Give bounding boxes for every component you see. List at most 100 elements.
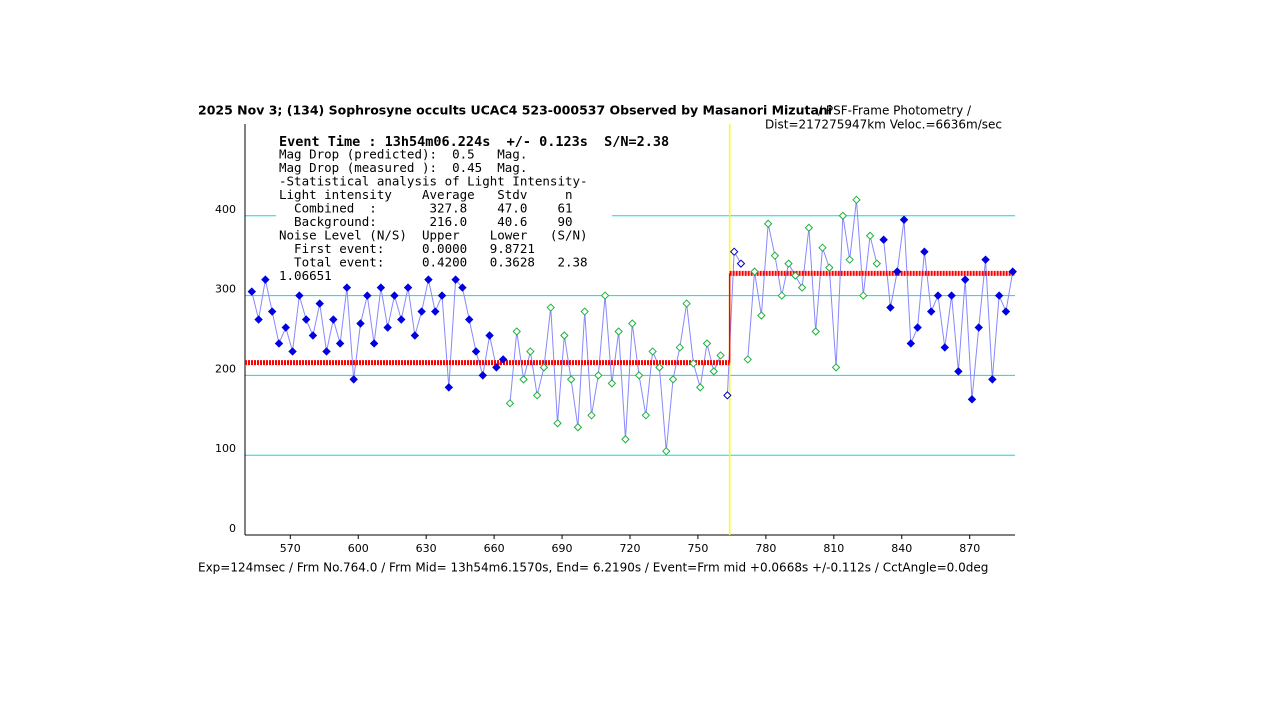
stats-line: Mag Drop (measured ): 0.45 Mag. bbox=[279, 160, 527, 175]
data-point bbox=[431, 307, 440, 316]
data-point bbox=[437, 291, 447, 300]
data-point bbox=[668, 375, 678, 384]
data-point bbox=[750, 267, 759, 276]
data-point bbox=[247, 287, 257, 296]
data-point bbox=[492, 363, 501, 372]
data-point bbox=[532, 391, 542, 400]
data-point bbox=[519, 375, 528, 384]
data-point bbox=[410, 331, 420, 340]
data-point bbox=[505, 399, 515, 408]
data-point bbox=[403, 283, 413, 292]
data-point bbox=[763, 219, 773, 228]
data-point bbox=[729, 247, 739, 256]
data-point bbox=[994, 291, 1004, 300]
data-point bbox=[376, 283, 386, 292]
data-point bbox=[777, 291, 786, 300]
data-point bbox=[886, 303, 895, 312]
data-point bbox=[967, 395, 977, 404]
data-point bbox=[634, 371, 644, 380]
data-point bbox=[770, 251, 780, 260]
data-point bbox=[342, 283, 352, 292]
data-point bbox=[369, 339, 379, 348]
data-point bbox=[695, 383, 705, 392]
stats-line: Noise Level (N/S) Upper Lower (S/N) bbox=[279, 228, 588, 243]
data-point bbox=[960, 275, 970, 284]
data-point bbox=[641, 411, 651, 420]
x-tick-label: 660 bbox=[484, 542, 505, 555]
data-point bbox=[295, 291, 304, 300]
data-point bbox=[716, 351, 725, 360]
data-point bbox=[390, 291, 399, 300]
data-point bbox=[893, 267, 902, 276]
data-point bbox=[614, 327, 623, 336]
data-point bbox=[702, 339, 712, 348]
y-tick-label: 0 bbox=[229, 522, 236, 535]
data-point bbox=[825, 263, 834, 272]
data-point bbox=[478, 371, 488, 380]
stats-line: Background: 216.0 40.6 90 bbox=[279, 214, 573, 229]
data-point bbox=[322, 347, 331, 356]
x-tick-label: 870 bbox=[959, 542, 980, 555]
data-point bbox=[818, 243, 827, 252]
data-point bbox=[920, 247, 929, 256]
stats-line: Total event: 0.4200 0.3628 2.38 bbox=[279, 255, 588, 270]
stats-line: Mag Drop (predicted): 0.5 Mag. bbox=[279, 147, 527, 162]
data-point bbox=[804, 223, 814, 232]
data-point bbox=[648, 347, 657, 356]
data-point bbox=[1008, 267, 1017, 276]
y-tick-label: 400 bbox=[215, 203, 236, 216]
data-point bbox=[675, 343, 685, 352]
data-point bbox=[553, 419, 562, 428]
x-tick-label: 630 bbox=[416, 542, 437, 555]
data-point bbox=[811, 327, 820, 336]
y-tick-label: 100 bbox=[215, 442, 236, 455]
data-point bbox=[288, 347, 297, 356]
x-tick-label: 810 bbox=[823, 542, 844, 555]
data-point bbox=[566, 375, 576, 384]
y-tick-label: 200 bbox=[215, 362, 236, 375]
stats-line: Light intensity Average Stdv n bbox=[279, 187, 573, 202]
data-point bbox=[267, 307, 277, 316]
x-tick-label: 750 bbox=[687, 542, 708, 555]
data-point bbox=[981, 255, 990, 264]
data-point bbox=[709, 367, 719, 376]
light-curve bbox=[883, 219, 1014, 400]
data-point bbox=[594, 371, 603, 380]
data-point bbox=[573, 423, 583, 432]
x-tick-label: 570 bbox=[280, 542, 301, 555]
data-point bbox=[600, 291, 610, 300]
data-point bbox=[974, 323, 983, 332]
data-point bbox=[587, 411, 596, 420]
data-point bbox=[954, 367, 963, 376]
x-tick-label: 780 bbox=[755, 542, 776, 555]
data-point bbox=[424, 275, 433, 284]
data-point bbox=[335, 339, 345, 348]
event-line: Event Time : 13h54m06.224s +/- 0.123s S/… bbox=[279, 134, 669, 150]
data-point bbox=[254, 315, 263, 324]
data-point bbox=[397, 315, 406, 324]
data-point bbox=[689, 359, 698, 368]
data-point bbox=[301, 315, 311, 324]
data-point bbox=[498, 355, 508, 364]
chart-subtitle: / PSF-Frame Photometry / bbox=[818, 104, 972, 118]
data-point bbox=[865, 231, 875, 240]
data-point bbox=[926, 307, 936, 316]
data-point bbox=[621, 435, 630, 444]
data-point bbox=[743, 355, 752, 364]
x-tick-label: 720 bbox=[620, 542, 641, 555]
data-point bbox=[349, 375, 358, 384]
data-point bbox=[560, 331, 569, 340]
x-tick-label: 690 bbox=[552, 542, 573, 555]
data-point bbox=[859, 291, 868, 300]
data-point bbox=[791, 271, 800, 280]
data-point bbox=[723, 391, 732, 400]
data-point bbox=[845, 255, 854, 264]
data-point bbox=[417, 307, 426, 316]
data-point bbox=[329, 315, 338, 324]
data-point bbox=[308, 331, 318, 340]
data-point bbox=[444, 383, 454, 392]
data-point bbox=[580, 307, 589, 316]
data-point bbox=[546, 303, 555, 312]
data-point bbox=[784, 259, 793, 268]
